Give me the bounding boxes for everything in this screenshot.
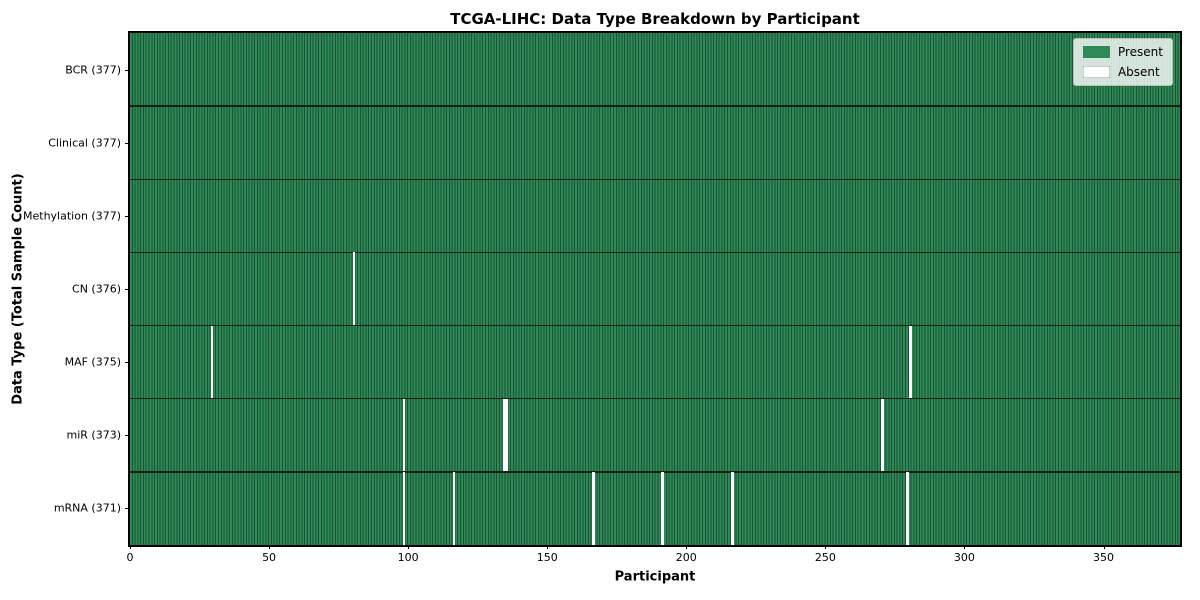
ytick-mark	[125, 362, 129, 364]
ytick-mark	[125, 215, 129, 217]
legend-label-present: Present	[1117, 45, 1163, 59]
plot-area: Present Absent	[128, 31, 1182, 547]
ytick-label-miR: miR (373)	[66, 428, 122, 442]
xtick-label-300: 300	[953, 551, 975, 564]
chart-title: TCGA-LIHC: Data Type Breakdown by Partic…	[450, 10, 860, 28]
heatmap-row-Methylation	[130, 179, 1180, 252]
legend: Present Absent	[1072, 38, 1173, 86]
row-separator	[130, 471, 1180, 473]
ytick-mark	[125, 289, 129, 290]
absent-cell	[352, 252, 356, 326]
row-separator	[130, 324, 1180, 327]
absent-cell	[402, 398, 406, 472]
legend-label-absent: Absent	[1117, 65, 1160, 79]
heatmap-row-miR	[130, 398, 1180, 472]
ytick-label-Clinical: Clinical (377)	[48, 136, 121, 150]
xtick-label-350: 350	[1093, 551, 1114, 564]
ytick-label-BCR: BCR (377)	[65, 63, 121, 77]
heatmap-row-Clinical	[130, 106, 1180, 179]
ytick-label-Methylation: Methylation (377)	[23, 209, 121, 223]
ytick-mark	[125, 508, 129, 510]
xtick-mark	[1103, 545, 1105, 549]
xtick-label-200: 200	[675, 551, 697, 564]
ytick-mark	[125, 435, 129, 437]
legend-item-absent: Absent	[1082, 65, 1163, 79]
xtick-mark	[686, 545, 688, 549]
absent-cell	[452, 471, 456, 545]
absent-cell	[908, 325, 912, 399]
x-axis-label: Participant	[614, 569, 696, 585]
xtick-mark	[408, 545, 410, 549]
xtick-mark	[825, 545, 827, 549]
xtick-label-50: 50	[262, 551, 277, 564]
absent-cell	[591, 471, 595, 545]
xtick-mark	[964, 545, 966, 549]
absent-swatch-icon	[1082, 66, 1110, 78]
row-separator	[130, 397, 1180, 400]
xtick-label-0: 0	[126, 551, 134, 564]
row-separator	[130, 251, 1180, 254]
present-swatch-icon	[1082, 46, 1110, 58]
absent-cell	[880, 398, 884, 472]
heatmap-row-BCR	[130, 33, 1180, 106]
xtick-mark	[269, 545, 271, 549]
ytick-label-MAF: MAF (375)	[64, 355, 121, 369]
absent-cell	[210, 325, 214, 399]
xtick-label-100: 100	[397, 551, 419, 564]
heatmap-row-MAF	[130, 325, 1180, 399]
xtick-mark	[130, 545, 131, 549]
heatmap-row-CN	[130, 252, 1180, 326]
ytick-label-CN: CN (376)	[72, 282, 121, 296]
absent-cell	[505, 398, 509, 472]
ytick-mark	[125, 69, 129, 71]
xtick-label-150: 150	[536, 551, 558, 564]
absent-cell	[906, 471, 909, 545]
ytick-mark	[125, 142, 129, 144]
legend-item-present: Present	[1082, 45, 1163, 59]
xtick-mark	[547, 545, 549, 549]
ytick-label-mRNA: mRNA (371)	[53, 501, 121, 515]
absent-cell	[402, 471, 406, 545]
heatmap-row-mRNA	[130, 471, 1180, 545]
absent-cell	[730, 471, 734, 545]
row-separator	[130, 178, 1180, 181]
row-separator	[130, 105, 1180, 107]
absent-cell	[661, 471, 665, 545]
xtick-label-250: 250	[814, 551, 836, 564]
absent-cell	[502, 398, 506, 472]
